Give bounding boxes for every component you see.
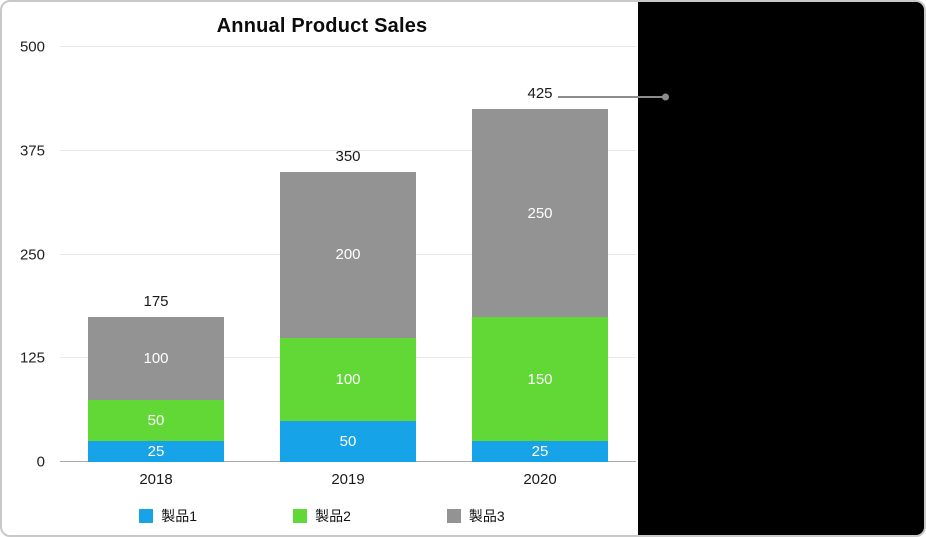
total-label: 175 [143, 292, 169, 310]
segment-value-label: 50 [339, 432, 357, 450]
segment-value-label: 100 [143, 349, 169, 367]
legend-label: 製品2 [315, 508, 351, 524]
bar-segment-製品1[interactable]: 25 [472, 441, 608, 462]
bar-segment-製品1[interactable]: 50 [280, 420, 416, 462]
legend-item-製品3[interactable]: 製品3 [446, 506, 505, 526]
total-label: 350 [335, 147, 361, 165]
segment-value-label: 25 [531, 443, 549, 461]
segment-value-label: 250 [527, 204, 553, 222]
segment-value-label: 50 [147, 412, 165, 429]
legend-item-製品1[interactable]: 製品1 [139, 506, 197, 526]
y-tick-label: 375 [19, 142, 45, 160]
bar-segment-製品3[interactable]: 250 [472, 109, 608, 317]
total-label: 425 [527, 85, 553, 103]
callout-endpoint-dot [662, 93, 669, 101]
legend-label: 製品3 [468, 508, 505, 524]
bar-segment-製品1[interactable]: 25 [88, 441, 224, 462]
legend-swatch [446, 509, 461, 523]
bar-2018[interactable]: 25 50 100 175 [88, 293, 224, 462]
y-gridline [60, 46, 636, 47]
legend-item-製品2[interactable]: 製品2 [293, 506, 351, 526]
y-tick-label: 250 [19, 246, 45, 263]
callout-line [558, 93, 669, 101]
y-tick-label: 500 [19, 38, 45, 56]
y-gridline [60, 149, 636, 151]
bar-segment-製品2[interactable]: 100 [280, 337, 416, 421]
bar-segment-製品3[interactable]: 100 [88, 316, 224, 400]
bar-2019[interactable]: 50 100 200 350 [280, 148, 416, 462]
segment-value-label: 200 [335, 246, 361, 263]
segment-value-label: 100 [335, 370, 361, 388]
stacked-bar-chart: Annual Product Sales 0 125 250 375 500 2018 25… [2, 2, 642, 535]
bar-segment-製品2[interactable]: 50 [88, 399, 224, 442]
chart-title: Annual Product Sales [216, 15, 428, 37]
bar-2020[interactable]: 25 150 250 425 [472, 85, 608, 462]
legend-label: 製品1 [161, 508, 198, 524]
y-tick-label: 125 [19, 349, 45, 367]
bar-segment-製品2[interactable]: 150 [472, 316, 608, 442]
segment-value-label: 25 [147, 443, 165, 461]
x-tick-label: 2018 [139, 471, 173, 488]
x-tick-label: 2020 [523, 471, 557, 488]
chart-legend: 製品1 製品2 製品3 [2, 506, 642, 526]
y-tick-label: 0 [36, 453, 45, 471]
black-side-panel [638, 2, 924, 535]
segment-value-label: 150 [527, 370, 553, 388]
x-tick-label: 2019 [331, 471, 365, 488]
legend-swatch [139, 509, 154, 523]
legend-swatch [293, 509, 308, 523]
plot-area: 0 125 250 375 500 2018 25 50 100 175 2019 50 100 200 3… [20, 39, 636, 488]
bar-segment-製品3[interactable]: 200 [280, 171, 416, 338]
